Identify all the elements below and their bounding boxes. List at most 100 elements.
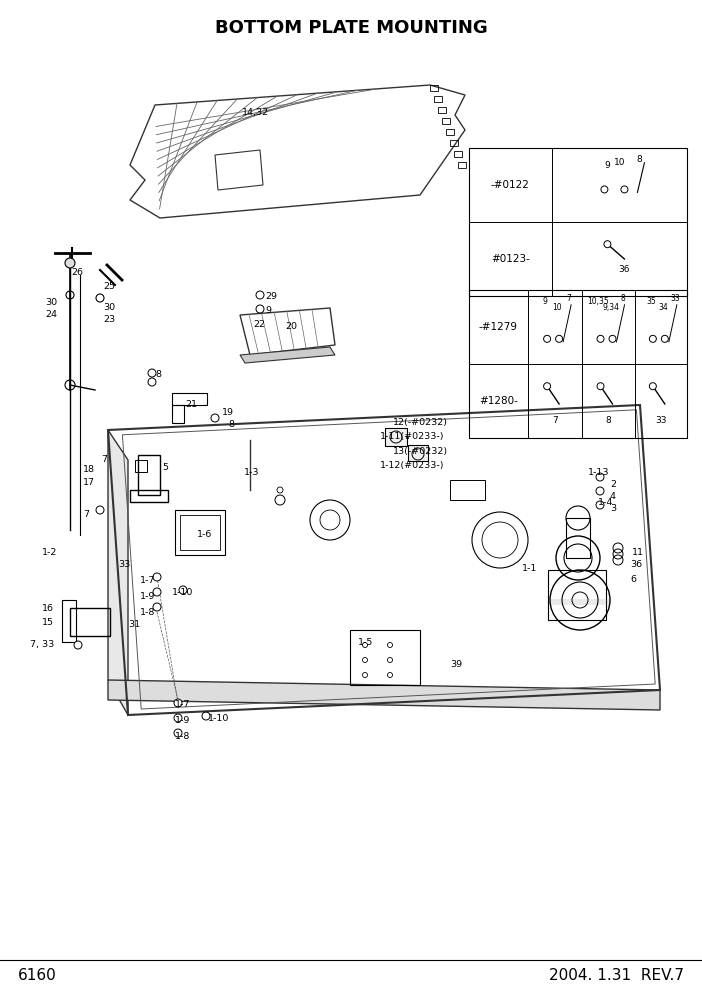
Bar: [450, 140, 458, 146]
Text: 4: 4: [610, 492, 616, 501]
Text: 8: 8: [620, 295, 625, 304]
Circle shape: [174, 729, 182, 737]
Circle shape: [596, 473, 604, 481]
Bar: [434, 96, 442, 102]
Text: 1-1: 1-1: [522, 564, 537, 573]
Text: 7: 7: [552, 416, 558, 425]
Text: 31: 31: [128, 620, 140, 629]
Text: 2: 2: [610, 480, 616, 489]
Bar: [408, 445, 428, 461]
Polygon shape: [108, 430, 128, 715]
Bar: [469, 290, 687, 438]
Text: 25: 25: [103, 282, 115, 291]
Text: #1280-: #1280-: [479, 396, 518, 406]
Text: 14,32: 14,32: [242, 108, 269, 117]
Text: 8: 8: [637, 156, 642, 165]
Text: 24: 24: [45, 310, 57, 319]
Text: 17: 17: [83, 478, 95, 487]
Text: 8: 8: [228, 420, 234, 429]
Bar: [138, 455, 160, 495]
Text: 1-7: 1-7: [140, 576, 155, 585]
Text: 1-6: 1-6: [197, 530, 213, 539]
Text: 39: 39: [450, 660, 462, 669]
Bar: [438, 107, 446, 113]
Bar: [548, 570, 606, 620]
Text: 1-5: 1-5: [358, 638, 373, 647]
Circle shape: [148, 369, 156, 377]
Circle shape: [649, 383, 656, 390]
Text: 34: 34: [658, 304, 668, 312]
Text: 1-10: 1-10: [208, 714, 230, 723]
Text: 7: 7: [101, 455, 107, 464]
Bar: [172, 405, 184, 423]
Bar: [172, 393, 207, 405]
Circle shape: [604, 241, 611, 248]
Circle shape: [596, 501, 604, 509]
Text: 33: 33: [118, 560, 131, 569]
Bar: [442, 118, 450, 124]
Text: 5: 5: [162, 463, 168, 472]
Bar: [62, 600, 76, 642]
Bar: [469, 148, 687, 296]
Text: 3: 3: [610, 504, 616, 513]
Text: 30: 30: [45, 298, 57, 307]
Text: 9,34: 9,34: [602, 304, 619, 312]
Text: 8: 8: [606, 416, 611, 425]
Text: 20: 20: [285, 322, 297, 331]
Text: 23: 23: [103, 315, 115, 324]
Text: 10,35: 10,35: [588, 298, 609, 307]
Text: 16: 16: [42, 604, 54, 613]
Text: 36: 36: [618, 265, 630, 274]
Bar: [130, 490, 168, 502]
Text: 22: 22: [253, 320, 265, 329]
Bar: [180, 515, 220, 550]
Text: 30: 30: [103, 303, 115, 312]
Circle shape: [609, 335, 616, 342]
Text: 1-4: 1-4: [598, 498, 614, 507]
Text: 1-3: 1-3: [244, 468, 260, 477]
Circle shape: [621, 186, 628, 192]
Text: 6: 6: [630, 575, 636, 584]
Text: -#1279: -#1279: [479, 322, 518, 332]
Polygon shape: [108, 680, 660, 710]
Text: 21: 21: [185, 400, 197, 409]
Text: 1-13: 1-13: [588, 468, 609, 477]
Circle shape: [148, 378, 156, 386]
Bar: [450, 480, 485, 500]
Circle shape: [211, 414, 219, 422]
Circle shape: [597, 335, 604, 342]
Text: 18: 18: [83, 465, 95, 474]
Text: 33: 33: [655, 416, 667, 425]
Bar: [446, 129, 454, 135]
Text: 6160: 6160: [18, 968, 57, 983]
Text: 33: 33: [670, 295, 680, 304]
Circle shape: [596, 487, 604, 495]
Text: 10: 10: [614, 159, 625, 168]
Text: 1-2: 1-2: [42, 548, 58, 557]
Bar: [454, 151, 462, 157]
Text: 19: 19: [222, 408, 234, 417]
Text: 1-9: 1-9: [175, 716, 190, 725]
Bar: [175, 510, 225, 555]
Text: 26: 26: [71, 268, 83, 277]
Text: -#0122: -#0122: [491, 180, 530, 190]
Text: 10: 10: [552, 304, 562, 312]
Text: 12(-#0232): 12(-#0232): [393, 418, 448, 427]
Circle shape: [174, 699, 182, 707]
Circle shape: [555, 335, 562, 342]
Text: 9: 9: [543, 298, 548, 307]
Circle shape: [601, 186, 608, 192]
Text: #0123-: #0123-: [491, 254, 530, 264]
Polygon shape: [240, 347, 335, 363]
Circle shape: [96, 506, 104, 514]
Bar: [350, 630, 420, 685]
Bar: [70, 608, 110, 636]
Text: 11: 11: [632, 548, 644, 557]
Circle shape: [256, 291, 264, 299]
Text: 15: 15: [42, 618, 54, 627]
Circle shape: [153, 603, 161, 611]
Text: 13(-#0232): 13(-#0232): [393, 447, 448, 456]
Circle shape: [256, 305, 264, 313]
Circle shape: [74, 641, 82, 649]
Bar: [430, 85, 438, 91]
